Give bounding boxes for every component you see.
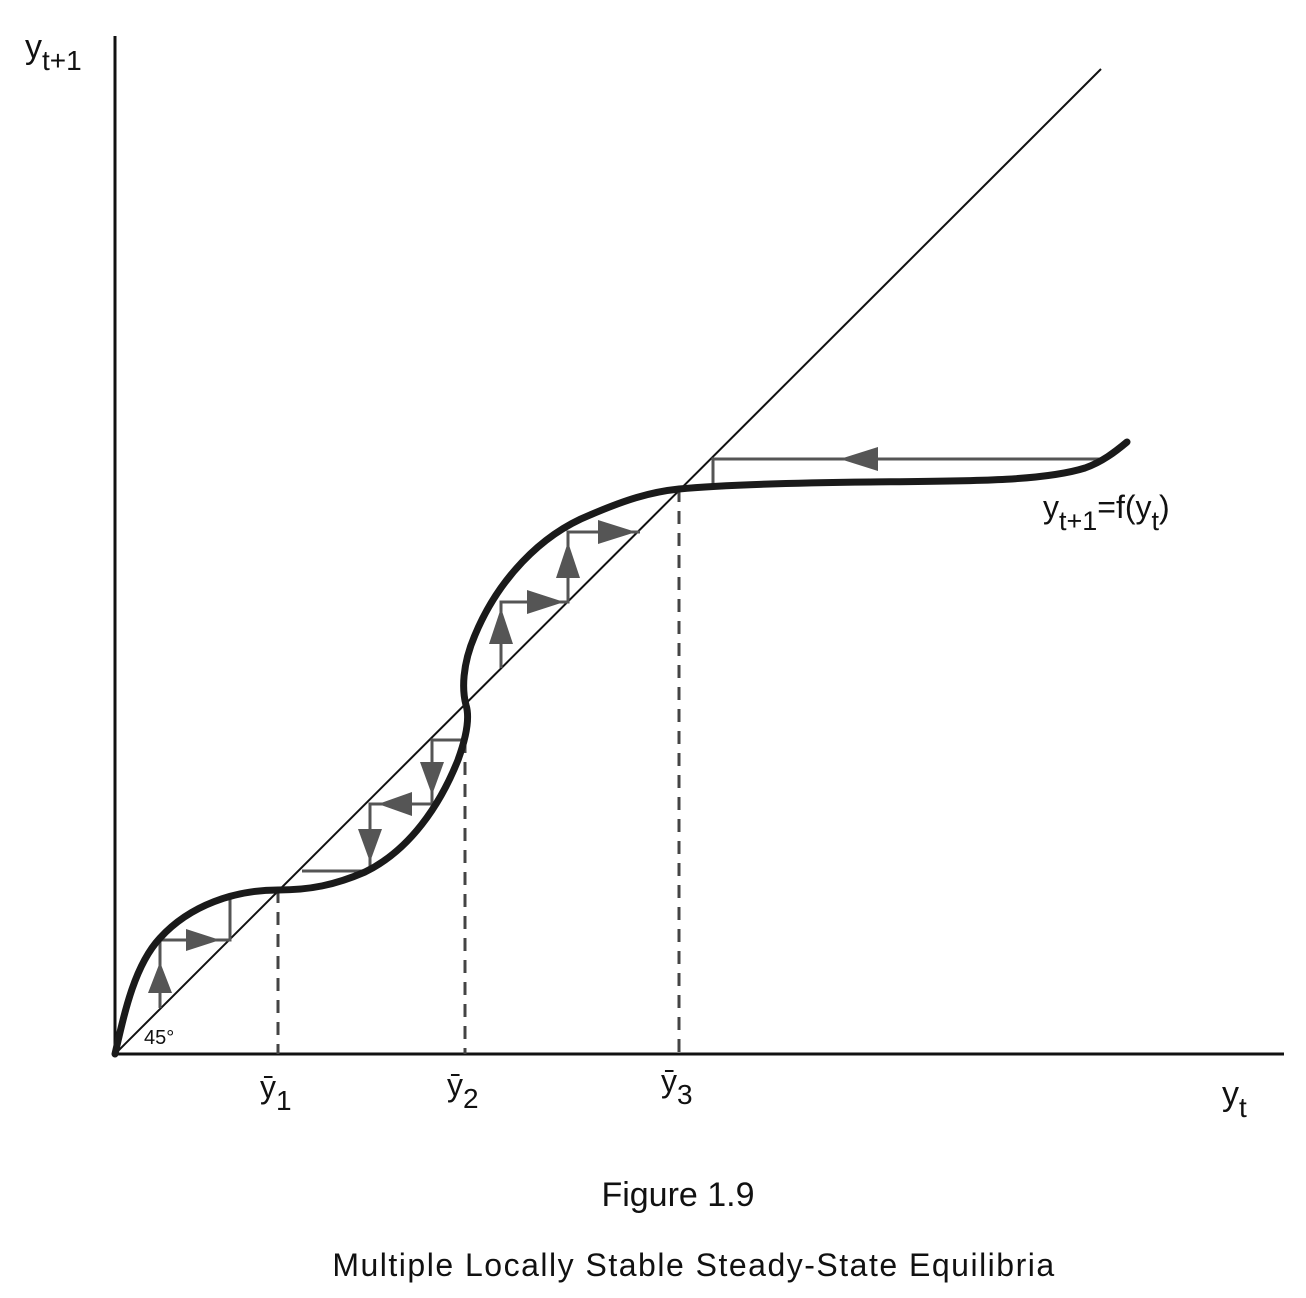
figure-number: Figure 1.9	[601, 1176, 754, 1214]
forty-five-degree-line	[114, 68, 1102, 1055]
arrow-left-icon	[840, 447, 878, 471]
equilibrium-2-label: ȳ2	[447, 1067, 479, 1114]
x-axis-label: yt	[1222, 1075, 1247, 1123]
figure-caption: Multiple Locally Stable Steady-State Equ…	[332, 1247, 1055, 1283]
arrow-up-icon	[489, 608, 513, 644]
arrow-up-icon	[556, 542, 580, 578]
function-curve	[111, 438, 1131, 1058]
arrow-left-icon	[378, 792, 412, 816]
curve-label: yt+1=f(yt)	[1043, 489, 1170, 536]
cobweb-arrows	[148, 447, 878, 993]
angle-label: 45°	[144, 1027, 174, 1049]
y-axis-label: yt+1	[25, 28, 82, 76]
arrow-down-icon	[358, 829, 382, 862]
arrow-right-icon	[527, 590, 564, 614]
cobweb-steps	[158, 457, 1100, 1008]
arrow-right-icon	[598, 520, 636, 544]
arrow-down-icon	[420, 762, 444, 795]
equilibrium-3-label: ȳ3	[661, 1063, 693, 1110]
arrow-right-icon	[186, 929, 220, 951]
equilibrium-1-label: ȳ1	[260, 1069, 292, 1116]
arrow-up-icon	[148, 962, 172, 993]
